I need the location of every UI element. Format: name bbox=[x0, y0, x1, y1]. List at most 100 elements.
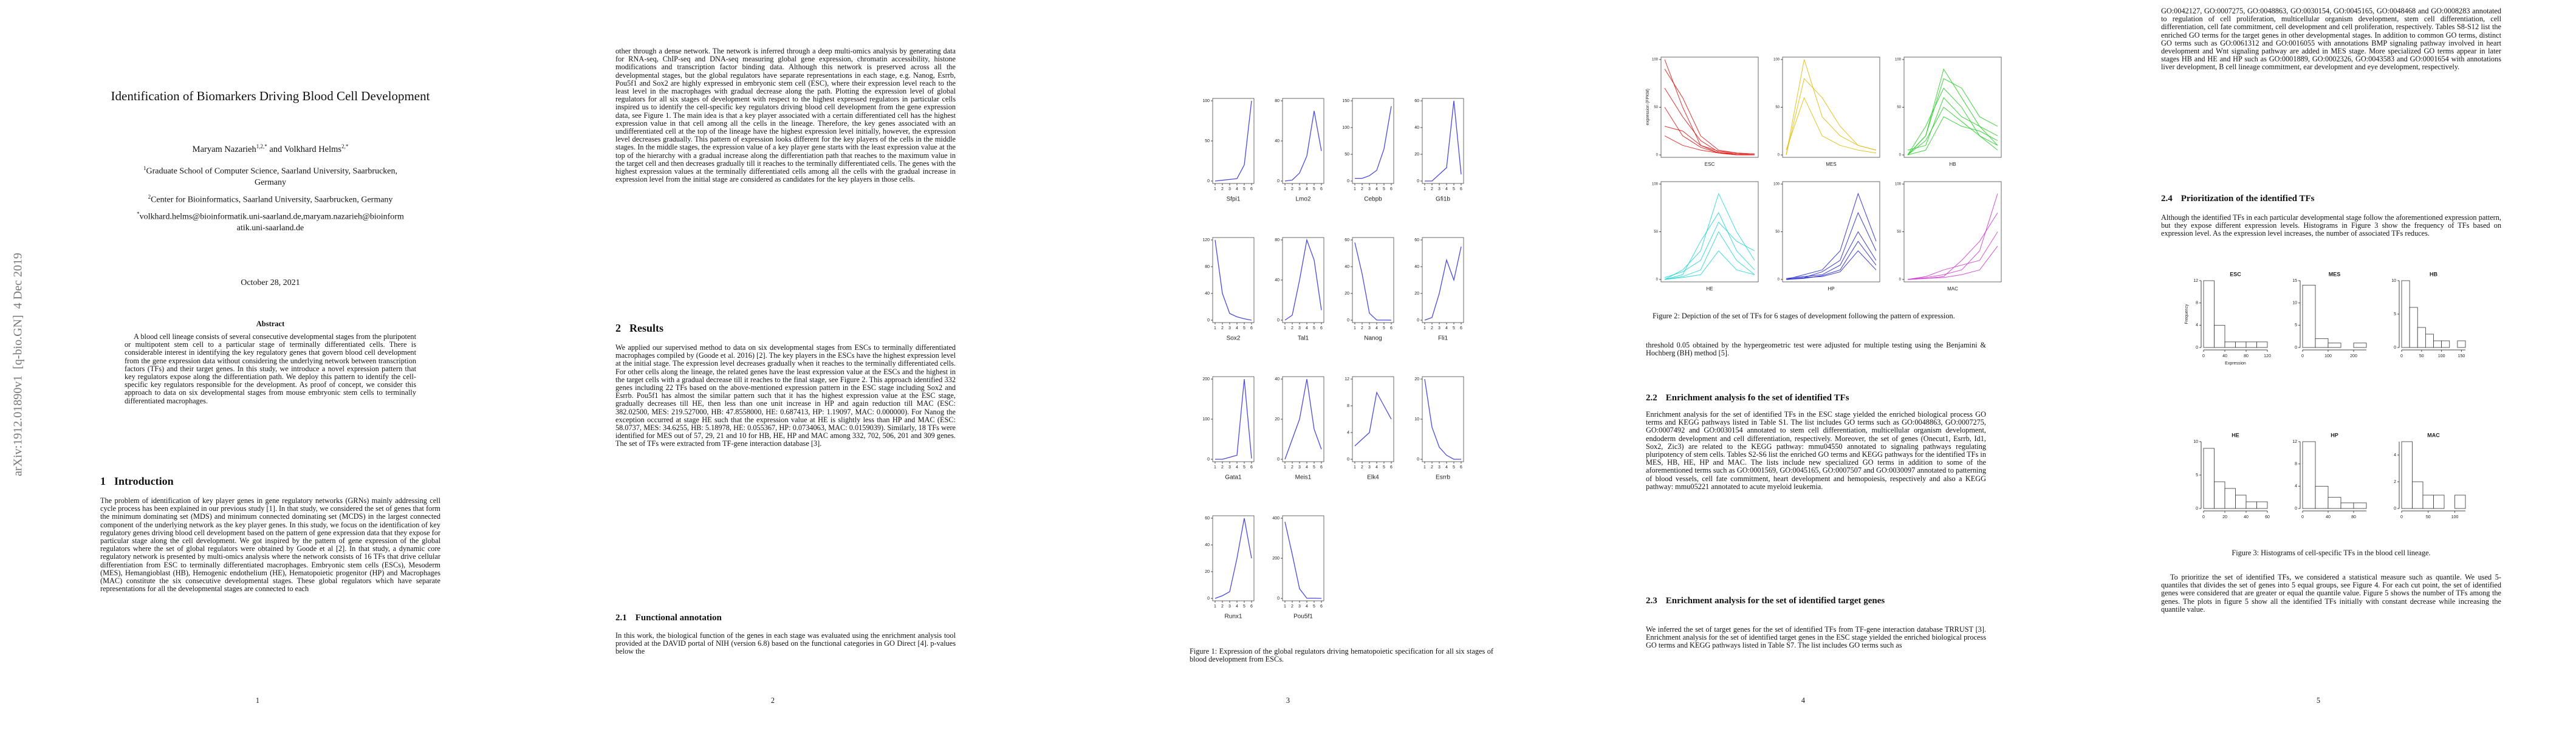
body-text: To prioritize the set of identified TFs,… bbox=[2161, 573, 2501, 614]
x-tick-label: 4 bbox=[1306, 187, 1308, 191]
x-tick-label: 2 bbox=[1291, 187, 1293, 191]
affiliation: 2Center for Bioinformatics, Saarland Uni… bbox=[137, 191, 404, 206]
expression-line bbox=[1786, 241, 1877, 280]
plot-frame bbox=[1212, 515, 1255, 601]
y-tick-label: 0 bbox=[2394, 507, 2396, 511]
expression-line bbox=[1424, 246, 1462, 321]
y-tick-label: 0 bbox=[1899, 154, 1902, 157]
y-tick-label: 40 bbox=[1275, 139, 1279, 143]
y-tick-label: 0 bbox=[1899, 278, 1902, 282]
plot-frame bbox=[1782, 181, 1880, 282]
section-number: 1 bbox=[100, 475, 106, 487]
x-tick-label: 4 bbox=[1306, 465, 1308, 470]
panel-label: MAC bbox=[1947, 286, 1958, 292]
x-tick-label: 1 bbox=[1354, 326, 1356, 330]
x-tick-label: 1 bbox=[1284, 465, 1286, 470]
expression-line bbox=[1786, 97, 1877, 154]
x-tick-label: 2 bbox=[1291, 326, 1293, 330]
y-tick-label: 40 bbox=[1205, 292, 1210, 296]
x-tick-label: 5 bbox=[1453, 326, 1455, 330]
x-tick-label: 6 bbox=[1250, 326, 1253, 330]
y-axis-label: expression (FPKM) bbox=[1646, 89, 1650, 125]
y-tick-label: 60 bbox=[1345, 238, 1349, 242]
expression-line bbox=[1664, 107, 1755, 156]
histogram-bar bbox=[2235, 495, 2247, 509]
author-sup: 2,* bbox=[341, 143, 349, 149]
expression-line bbox=[1664, 126, 1755, 154]
panel-label: Pou5f1 bbox=[1293, 614, 1313, 620]
plot-frame bbox=[1282, 237, 1324, 323]
subsection-number: 2.3 bbox=[1646, 596, 1657, 606]
y-tick-label: 0 bbox=[1207, 457, 1210, 462]
y-tick-label: 4 bbox=[2295, 484, 2297, 488]
panel-label: ESC bbox=[1705, 162, 1715, 167]
x-tick-label: 3 bbox=[1368, 326, 1371, 330]
expression-line bbox=[1215, 378, 1252, 460]
page-number: 3 bbox=[1286, 696, 1290, 705]
panel-title: HE bbox=[2232, 432, 2239, 438]
y-tick-label: 0 bbox=[1656, 278, 1659, 282]
y-tick-label: 0 bbox=[1347, 179, 1349, 183]
page: other through a dense network. The netwo… bbox=[515, 0, 1030, 729]
plot-frame bbox=[1422, 376, 1464, 462]
panel-title: MAC bbox=[2427, 432, 2440, 438]
plot-frame bbox=[1282, 98, 1324, 184]
plot-frame bbox=[1212, 237, 1255, 323]
histogram-bar bbox=[2401, 280, 2410, 348]
panel-title: ESC bbox=[2230, 271, 2241, 277]
x-tick-label: 3 bbox=[1438, 465, 1440, 470]
x-tick-label: 2 bbox=[1361, 187, 1363, 191]
x-tick-label: 1 bbox=[1423, 326, 1426, 330]
subsection-heading: 2.1 Functional annotation bbox=[615, 612, 956, 623]
section-title: Results bbox=[629, 322, 664, 334]
x-tick-label: 0 bbox=[2202, 515, 2205, 519]
histogram-bar bbox=[2315, 338, 2329, 348]
expression-line bbox=[1786, 193, 1877, 280]
expression-line bbox=[1425, 100, 1462, 182]
x-tick-label: 6 bbox=[1250, 187, 1253, 191]
x-tick-label: 50 bbox=[2426, 515, 2431, 519]
panel-title: HB bbox=[2430, 271, 2437, 277]
x-axis-label: Expression bbox=[2225, 361, 2246, 366]
expression-line bbox=[1907, 116, 1998, 156]
histogram-bar bbox=[2457, 340, 2466, 348]
panel-label: Esrrb bbox=[1436, 474, 1450, 481]
y-tick-label: 200 bbox=[1272, 556, 1279, 561]
y-tick-label: 15 bbox=[2292, 279, 2297, 283]
page-number: 4 bbox=[1801, 696, 1806, 705]
expression-line bbox=[1424, 378, 1461, 460]
x-tick-label: 1 bbox=[1423, 187, 1426, 191]
panel-label: HE bbox=[1706, 286, 1713, 292]
x-tick-label: 2 bbox=[1431, 187, 1433, 191]
affiliation-text: Graduate School of Computer Science, Saa… bbox=[146, 166, 398, 188]
y-tick-label: 4 bbox=[2394, 453, 2396, 457]
page: 0 50 100 ESC 0 50 100 MES 0 50 100 HB 0 50 100 HE 0 50 100… bbox=[1546, 0, 2061, 729]
x-tick-label: 120 bbox=[2264, 354, 2271, 358]
x-tick-label: 6 bbox=[1390, 326, 1392, 330]
panel-label: Gfi1b bbox=[1436, 196, 1450, 203]
x-tick-label: 6 bbox=[1460, 465, 1462, 470]
histogram-bar bbox=[2425, 334, 2434, 348]
expression-line bbox=[1664, 59, 1755, 156]
x-tick-label: 5 bbox=[1243, 604, 1245, 609]
affiliation-sup: 1 bbox=[143, 165, 146, 171]
panel-title: HP bbox=[2331, 432, 2338, 438]
subsection-heading: 2.4 Prioritization of the identified TFs bbox=[2161, 193, 2501, 204]
y-tick-label: 0 bbox=[1207, 179, 1210, 183]
x-tick-label: 3 bbox=[1298, 326, 1301, 330]
authors: Maryam Nazarieh1,2,* and Volkhard Helms2… bbox=[100, 143, 440, 155]
y-tick-label: 0 bbox=[1347, 318, 1349, 323]
panel-label: HB bbox=[1949, 162, 1956, 167]
y-tick-label: 0 bbox=[2196, 507, 2198, 511]
histogram-bar bbox=[2409, 307, 2418, 348]
y-tick-label: 60 bbox=[1414, 99, 1419, 103]
x-tick-label: 5 bbox=[1383, 465, 1385, 470]
expression-line bbox=[1354, 242, 1392, 321]
plot-frame bbox=[1660, 56, 1759, 158]
panel-label: Sfpi1 bbox=[1227, 196, 1241, 203]
affiliation-text: Center for Bioinformatics, Saarland Univ… bbox=[151, 195, 393, 205]
x-tick-label: 1 bbox=[1214, 604, 1216, 609]
body-text: In this work, the biological function of… bbox=[615, 631, 956, 656]
histogram-bar bbox=[2224, 341, 2236, 348]
y-tick-label: 0 bbox=[1778, 278, 1780, 282]
